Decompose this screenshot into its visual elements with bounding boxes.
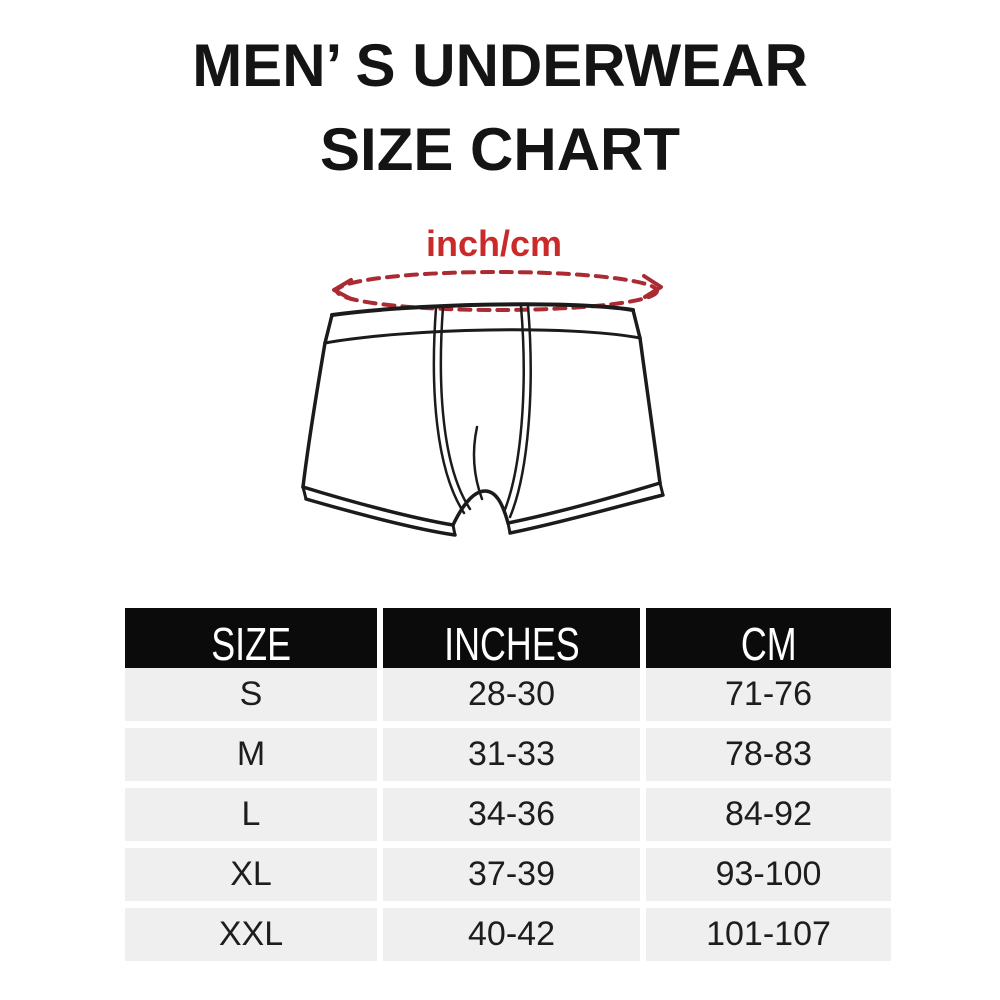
table-cell: 40-42	[383, 908, 640, 961]
table-cell: XXL	[125, 908, 377, 961]
table-cell: 78-83	[646, 728, 891, 781]
waist-measure-label: inch/cm	[425, 223, 563, 264]
table-cell: 101-107	[646, 908, 891, 961]
column-header-size: SIZE	[125, 608, 377, 679]
table-cell: M	[125, 728, 377, 781]
waist-measure-ellipse-icon	[332, 270, 663, 312]
left-arrowhead-icon	[332, 278, 353, 301]
boxer-briefs-icon	[301, 302, 665, 537]
column-header-inches-label: INCHES	[443, 617, 580, 670]
table-cell: S	[125, 668, 377, 721]
column-header-cm: CM	[646, 608, 891, 679]
right-arrowhead-icon	[642, 274, 663, 299]
table-cell: 84-92	[646, 788, 891, 841]
table-cell: 93-100	[646, 848, 891, 901]
column-header-cm-label: CM	[740, 617, 797, 670]
table-cell: 37-39	[383, 848, 640, 901]
page-title-line2: SIZE CHART	[320, 116, 680, 183]
table-cell: XL	[125, 848, 377, 901]
size-table: SIZE INCHES CM S 28-30 71-76 M 31-33 78-…	[125, 608, 891, 961]
table-cell: 28-30	[383, 668, 640, 721]
page-title: MEN’ S UNDERWEAR SIZE CHART	[0, 24, 1000, 192]
column-header-size-label: SIZE	[211, 617, 291, 670]
page-title-line1: MEN’ S UNDERWEAR	[192, 32, 808, 99]
table-cell: 31-33	[383, 728, 640, 781]
column-header-inches: INCHES	[383, 608, 640, 679]
table-cell: 71-76	[646, 668, 891, 721]
table-cell: L	[125, 788, 377, 841]
table-cell: 34-36	[383, 788, 640, 841]
